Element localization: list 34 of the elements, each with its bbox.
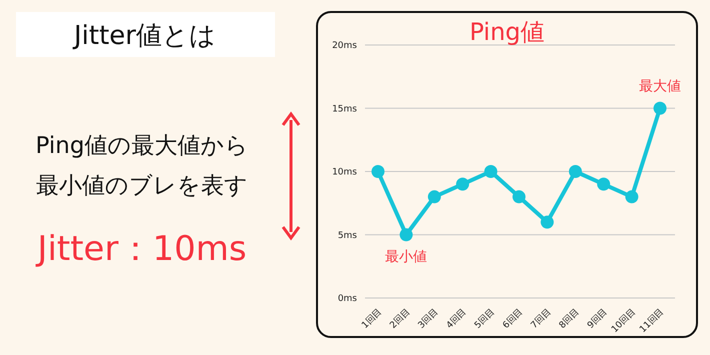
y-tick-label: 10ms [332,168,358,178]
text: Jitter：10ms [35,229,247,269]
y-tick-label: 0ms [338,294,358,304]
x-tick-label: 9回目 [586,307,610,331]
point [400,228,413,242]
x-tick-label: 7回目 [529,307,554,331]
y-tick-label: 20ms [332,41,358,51]
point [625,190,638,204]
point [512,190,526,204]
x-tick-label: 8回目 [558,307,582,331]
point [540,216,554,229]
point [597,178,610,191]
point [568,165,582,178]
text: Jitter値とは [72,21,216,51]
point [456,178,470,191]
x-tick-label: 6回目 [501,307,526,331]
point [484,165,498,178]
chart-title: Ping値 [469,18,545,46]
point [428,190,441,204]
text: Ping値の最大値から [36,133,248,159]
x-tick-label: 4回目 [444,307,469,331]
y-tick-label: 5ms [338,230,358,241]
x-tick-label: 10回目 [610,307,638,335]
x-tick-label: 5回目 [473,307,497,331]
x-tick-label: 1回目 [360,307,384,331]
text: 最小値のブレを表す [36,173,248,199]
point [654,102,666,115]
x-tick-label: 11回目 [638,307,666,335]
y-tick-label: 15ms [332,104,358,114]
x-tick-label: 3回目 [416,307,441,331]
point [372,165,384,178]
annotation: 最大値 [639,78,681,94]
x-tick-label: 2回目 [388,307,412,331]
annotation: 最小値 [385,248,428,265]
